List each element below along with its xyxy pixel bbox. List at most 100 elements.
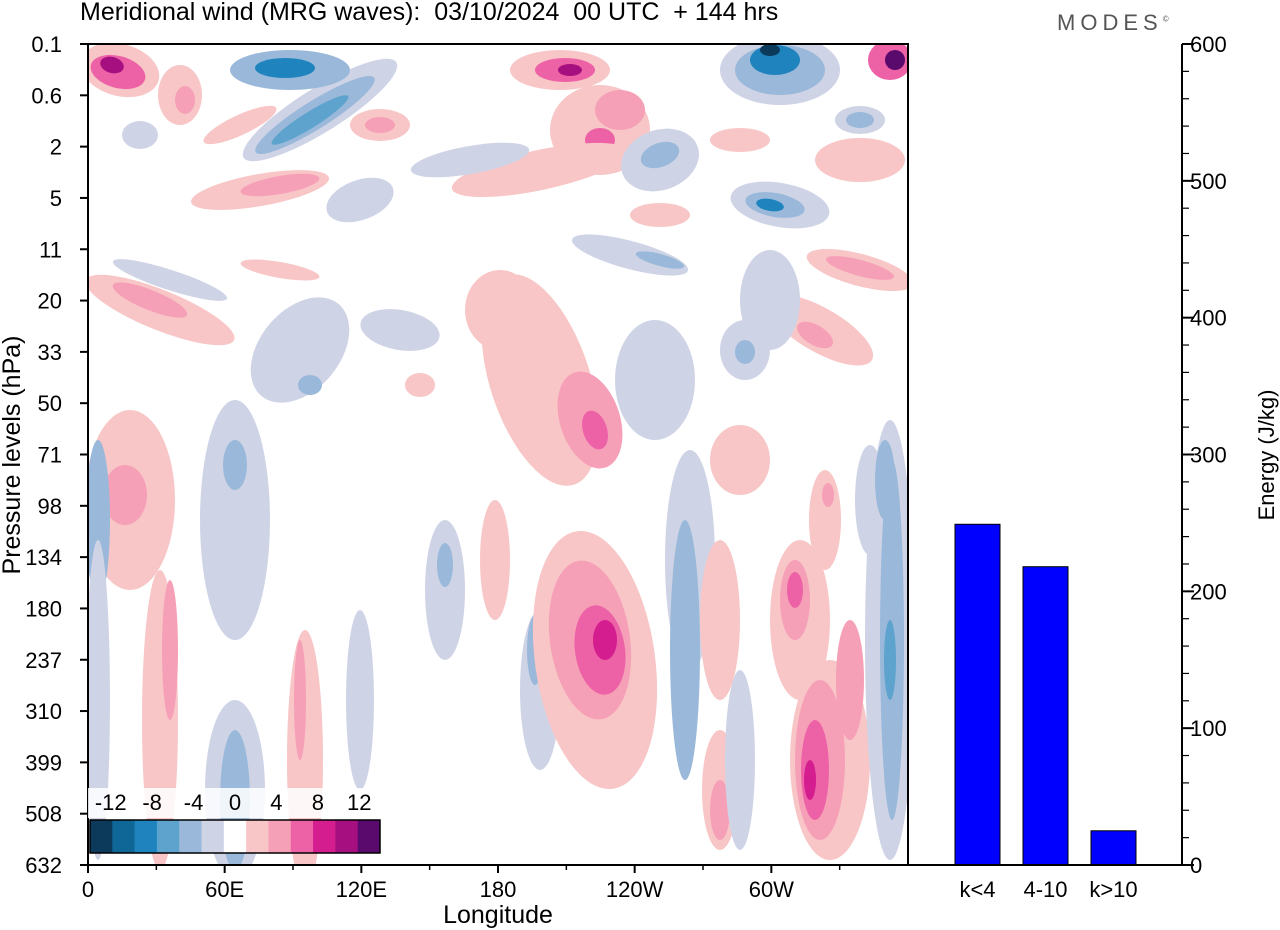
colorbar-label: -12 — [95, 790, 127, 815]
contour-region — [875, 440, 895, 520]
energy-bars: k<4 4-10 k>10 — [954, 523, 1138, 902]
colorbar-swatch — [246, 820, 269, 853]
y-axis-label: Pressure levels (hPa) — [0, 336, 26, 575]
contour-region — [451, 142, 629, 198]
contour-region — [346, 610, 374, 790]
contour-region — [826, 256, 894, 280]
contour-region — [815, 138, 905, 182]
colorbar-label: 8 — [312, 790, 324, 815]
x-tick-label: 180 — [480, 877, 517, 902]
contour-region — [240, 259, 320, 281]
colorbar-swatch — [290, 820, 314, 853]
colorbar-swatch — [313, 820, 336, 853]
contour-region — [250, 297, 350, 403]
contour-region — [112, 259, 228, 301]
colorbar-label-bg — [88, 788, 382, 818]
colorbar-frame — [89, 819, 381, 854]
x-tick-label: 120W — [606, 877, 664, 902]
y-tick-label: 180 — [25, 596, 62, 621]
contour-region — [630, 203, 690, 227]
bar-k<4 — [954, 523, 1001, 866]
y-tick-label: 0.6 — [31, 83, 62, 108]
contour-region — [223, 440, 247, 490]
colorbar-swatch — [112, 820, 136, 853]
contour-region — [112, 282, 188, 318]
contour-region — [437, 543, 453, 587]
contour-region — [360, 309, 440, 351]
contour-region — [822, 483, 834, 507]
contour-region — [756, 198, 784, 212]
y-tick-label: 20 — [38, 289, 62, 314]
contour-region — [480, 500, 510, 620]
bar-category-label: k>10 — [1089, 877, 1137, 902]
contour-region — [326, 177, 394, 223]
y-tick-label: 33 — [38, 340, 62, 365]
x-axis: 0 60E 120E 180 120W 60W — [82, 865, 841, 902]
contour-region — [700, 540, 740, 700]
contour-region — [425, 520, 465, 660]
contour-region — [100, 56, 124, 74]
contour-region — [294, 640, 306, 760]
x-tick-label: 60W — [749, 877, 794, 902]
y-tick-label: 237 — [25, 648, 62, 673]
colorbar-label: 0 — [229, 790, 241, 815]
y-tick-label: 2 — [50, 135, 62, 160]
colorbar-swatch — [201, 820, 225, 853]
heatmap-field — [88, 44, 908, 865]
contour-region — [365, 117, 395, 133]
bar-4-10 — [1022, 566, 1069, 866]
chart-title: Meridional wind (MRG waves): 03/10/2024 … — [80, 0, 779, 26]
colorbar-swatch — [357, 820, 381, 853]
energy-tick-label: 100 — [1190, 716, 1227, 741]
contour-region — [88, 540, 110, 860]
colorbar-label: 4 — [270, 790, 282, 815]
contour-region — [410, 142, 530, 178]
contour-region — [836, 620, 864, 740]
colorbar-label: 12 — [347, 790, 371, 815]
contour-region — [740, 250, 800, 350]
contour-region — [558, 64, 582, 76]
x-tick-label: 0 — [82, 877, 94, 902]
y-tick-label: 632 — [25, 853, 62, 878]
brand-logo: MODES© — [1057, 10, 1169, 35]
y-tick-label: 50 — [38, 391, 62, 416]
contour-region — [240, 173, 320, 197]
colorbar-swatch — [335, 820, 359, 853]
x-tick-label: 120E — [336, 877, 387, 902]
contour-region — [593, 620, 617, 660]
contour-region — [725, 670, 755, 850]
colorbar: -12 -8 -4 0 4 8 12 — [88, 788, 382, 854]
x-tick-label: 60E — [205, 877, 244, 902]
colorbar-swatch — [156, 820, 180, 853]
y-tick-label: 0.1 — [31, 32, 62, 57]
energy-tick-label: 200 — [1190, 579, 1227, 604]
contour-region — [710, 425, 770, 495]
contour-region — [595, 90, 645, 130]
contour-region — [200, 400, 270, 640]
y-tick-label: 71 — [38, 443, 62, 468]
contour-region — [885, 50, 905, 70]
energy-tick-label: 600 — [1190, 32, 1227, 57]
colorbar-swatch — [90, 820, 113, 853]
contour-region — [571, 234, 689, 276]
contour-region — [103, 465, 147, 525]
contour-region — [710, 128, 770, 152]
energy-axis: 0 100 200 300 400 500 600 — [1182, 32, 1227, 878]
contour-region — [735, 340, 755, 364]
y-tick-label: 508 — [25, 802, 62, 827]
colorbar-swatch — [134, 820, 158, 853]
contour-region — [298, 375, 322, 395]
y-tick-label: 11 — [39, 237, 62, 262]
y-tick-label: 134 — [25, 545, 62, 570]
y-tick-label: 399 — [25, 750, 62, 775]
contour-region — [175, 86, 195, 114]
energy-axis-label: Energy (J/kg) — [1254, 390, 1279, 521]
contour-region — [846, 112, 874, 128]
colorbar-swatch — [179, 820, 203, 853]
bar-k>10 — [1090, 830, 1137, 866]
colorbar-swatch — [223, 820, 247, 853]
colorbar-swatch — [268, 820, 292, 853]
contour-region — [670, 520, 700, 780]
energy-tick-label: 500 — [1190, 169, 1227, 194]
y-tick-label: 310 — [25, 699, 62, 724]
